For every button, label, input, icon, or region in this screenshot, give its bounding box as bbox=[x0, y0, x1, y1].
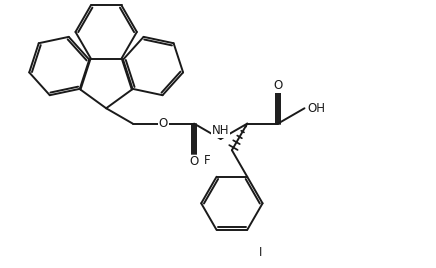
Text: NH: NH bbox=[212, 124, 229, 137]
Text: O: O bbox=[159, 117, 168, 130]
Text: I: I bbox=[259, 246, 262, 259]
Text: O: O bbox=[273, 79, 283, 92]
Text: F: F bbox=[204, 154, 211, 167]
Text: OH: OH bbox=[307, 102, 325, 115]
Text: O: O bbox=[190, 155, 199, 168]
